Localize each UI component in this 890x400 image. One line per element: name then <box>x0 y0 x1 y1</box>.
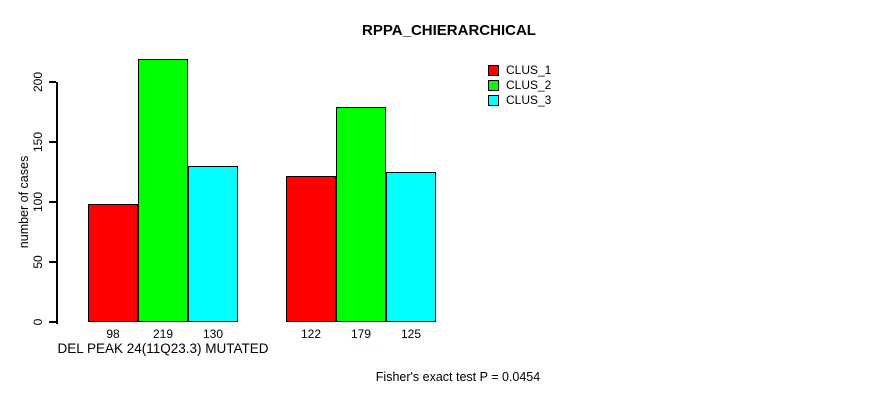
y-tick <box>49 321 56 323</box>
bar-value-label: 125 <box>400 327 422 341</box>
legend-item: CLUS_2 <box>488 79 551 91</box>
bar <box>138 59 188 322</box>
legend-swatch <box>488 94 499 106</box>
bar-value-label: 219 <box>152 327 174 341</box>
y-tick-label: 200 <box>31 71 45 93</box>
fisher-test-note: Fisher's exact test P = 0.0454 <box>375 370 541 384</box>
y-tick-label: 150 <box>31 131 45 153</box>
bar-value-label: 122 <box>300 327 322 341</box>
y-tick <box>49 261 56 263</box>
legend-swatch <box>488 79 499 91</box>
bar <box>336 107 386 322</box>
bar <box>386 172 436 322</box>
y-tick <box>49 141 56 143</box>
chart-title: RPPA_CHIERARCHICAL <box>362 22 536 39</box>
x-axis-label: DEL PEAK 24(11Q23.3) MUTATED <box>57 341 269 356</box>
bar <box>286 176 336 322</box>
legend-series-label: CLUS_1 <box>506 63 552 77</box>
legend-item: CLUS_1 <box>488 64 551 76</box>
legend-item: CLUS_3 <box>488 94 551 106</box>
legend-series-label: CLUS_2 <box>506 78 552 92</box>
y-axis-line <box>56 82 58 324</box>
y-tick-label: 50 <box>31 255 45 269</box>
y-tick-label: 0 <box>31 318 45 326</box>
y-tick-label: 100 <box>31 191 45 213</box>
bar <box>88 204 138 322</box>
legend-series-label: CLUS_3 <box>506 93 552 107</box>
y-tick <box>49 201 56 203</box>
bar-value-label: 98 <box>106 327 120 341</box>
legend-swatch <box>488 64 499 76</box>
y-tick <box>49 81 56 83</box>
bar <box>188 166 238 322</box>
bar-value-label: 179 <box>350 327 372 341</box>
bar-value-label: 130 <box>202 327 224 341</box>
